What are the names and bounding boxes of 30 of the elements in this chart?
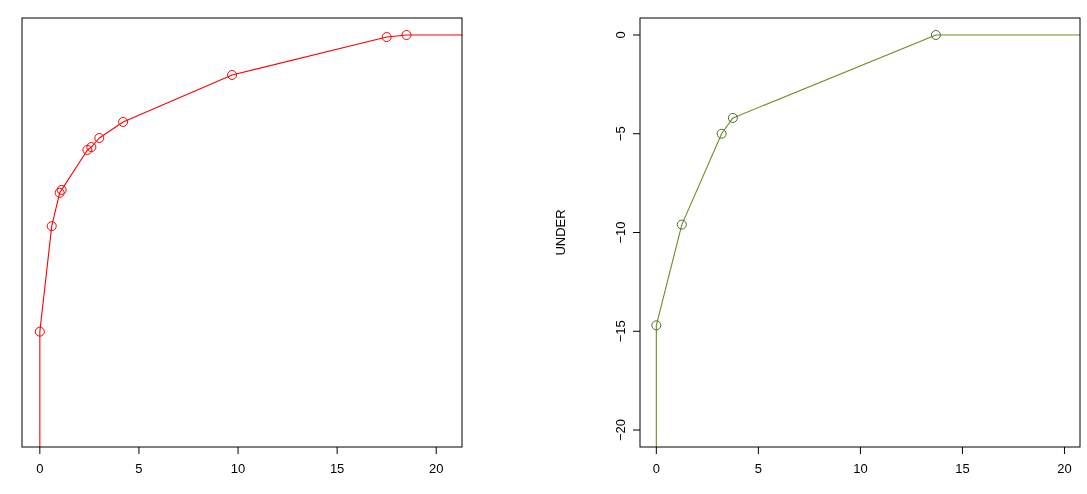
point [34,326,45,337]
point [930,29,941,40]
x-tick-label: 10 [230,461,246,476]
x-tick-label: 20 [1057,461,1072,476]
point [716,128,727,139]
y-tick-label: −10 [613,221,628,244]
point [401,30,412,40]
point [86,142,97,153]
x-tick-label: 0 [652,461,660,476]
point [118,116,129,127]
point [727,112,738,123]
point [46,221,57,232]
x-tick-label: 15 [329,461,345,476]
y-axis-title: UNDER [553,209,568,256]
point [82,144,93,155]
y-tick-label: −20 [613,418,628,442]
y-tick-label: 0 [613,31,628,39]
point [381,32,392,43]
point [227,69,238,80]
point [94,133,105,143]
x-tick-label: 0 [36,461,44,476]
y-tick-label: −15 [613,320,628,343]
x-tick-label: 20 [429,461,444,476]
point [676,219,687,230]
x-tick-label: 15 [955,461,970,476]
x-tick-label: 10 [853,461,868,476]
y-tick-label: −5 [613,126,628,142]
x-tick-label: 5 [135,461,143,476]
x-tick-label: 5 [754,461,762,476]
point [651,320,662,331]
